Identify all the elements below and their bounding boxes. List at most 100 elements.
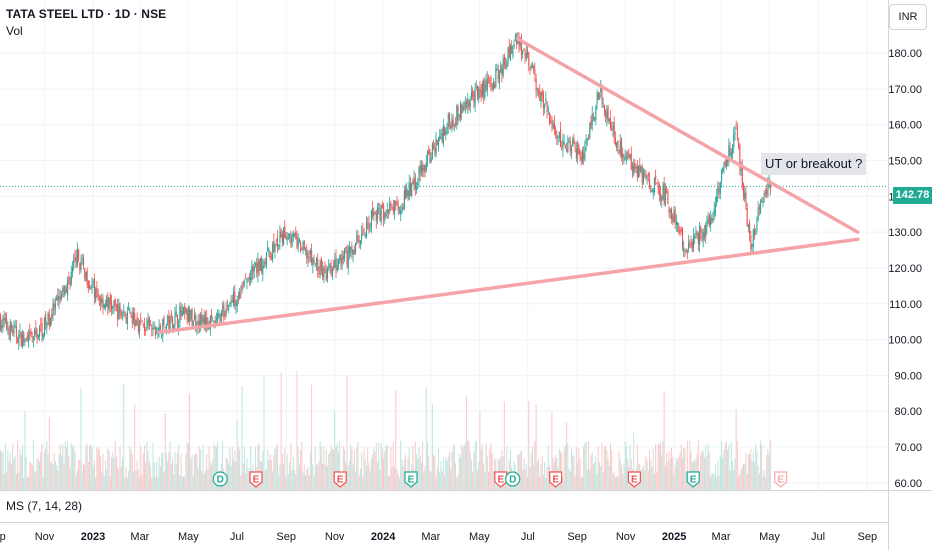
time-axis: Sep Nov 2023 Mar May Jul Sep Nov 2024 Mar May Jul Se… [0, 531, 877, 543]
candle-body [219, 314, 221, 325]
volume-bar [273, 454, 275, 490]
candle-body [550, 121, 552, 123]
candle-body [173, 325, 175, 329]
earnings-marker-shape [249, 471, 263, 488]
candle-body [126, 311, 128, 324]
candle-body [697, 234, 699, 244]
candle-body [40, 324, 42, 326]
volume-bar [444, 476, 446, 490]
candle-body [46, 323, 48, 329]
volume-bar [54, 461, 56, 490]
candle-body [400, 210, 402, 215]
dividend-marker-circle [505, 471, 521, 487]
candle-body [313, 260, 315, 263]
volume-bar [347, 466, 349, 490]
volume-bar [3, 473, 5, 490]
volume-bar [611, 450, 613, 490]
candle-body [42, 333, 44, 340]
volume-bar [572, 454, 574, 490]
volume-bar [610, 443, 611, 490]
volume-bar [663, 390, 665, 490]
volume-bar [533, 464, 535, 490]
volume-bar [657, 444, 659, 490]
candle-body [677, 222, 679, 226]
earnings-marker-shape [627, 471, 641, 488]
volume-bar [599, 462, 601, 490]
candle-body [444, 128, 446, 136]
volume-bar [602, 472, 604, 490]
volume-bar [653, 473, 655, 490]
volume-bar [607, 458, 609, 490]
volume-bar [113, 458, 115, 490]
candle-body [197, 320, 199, 329]
price-axis-tick: 170.00 [888, 84, 922, 96]
candle-body [469, 101, 471, 107]
volume-bar [264, 470, 266, 490]
earnings-marker-shape [404, 471, 418, 488]
volume-bar [167, 461, 169, 490]
candle-body [368, 221, 370, 232]
volume-bar [58, 453, 60, 490]
candle-body [749, 222, 751, 234]
volume-bar [274, 448, 276, 490]
volume-bar [145, 462, 147, 490]
candle-body [466, 102, 468, 105]
volume-bar [268, 459, 270, 490]
volume-bar [342, 445, 344, 490]
volume-bar [752, 452, 754, 490]
candle-body [745, 191, 747, 207]
candle-body [363, 231, 365, 233]
time-axis-tick: May [469, 531, 490, 543]
candle-body [74, 257, 76, 261]
volume-bar [542, 474, 544, 490]
candle-body [272, 244, 274, 260]
volume-bar [140, 446, 142, 490]
volume-bar [711, 473, 713, 490]
candle-body [760, 200, 762, 213]
volume-bar [90, 444, 92, 490]
candle-body [463, 107, 465, 110]
volume-bar [661, 454, 663, 490]
volume-bar [387, 475, 389, 490]
candle-body [131, 313, 133, 323]
candle-body [644, 169, 646, 171]
volume-bar [20, 454, 22, 490]
candle-body [139, 320, 141, 332]
candle-body [562, 140, 564, 150]
candle-body [428, 149, 430, 155]
volume-bar [106, 470, 108, 490]
volume-bar [740, 469, 742, 490]
volume-bar [93, 460, 95, 490]
volume-bar [191, 454, 193, 490]
volume-bar [18, 472, 20, 490]
annotation-text[interactable]: UT or breakout ? [761, 153, 867, 175]
symbol-title[interactable]: TATA STEEL LTD · 1D · NSE [6, 7, 167, 21]
volume-bar [425, 386, 427, 490]
volume-bar [681, 457, 683, 490]
time-axis-tick: May [759, 531, 780, 543]
volume-bar [403, 459, 405, 490]
volume-bar [501, 449, 503, 490]
candle-body [617, 140, 619, 149]
candle-body [742, 184, 745, 196]
volume-bar [763, 470, 765, 490]
candle-body [220, 311, 222, 322]
candle-body [180, 306, 182, 316]
price-axis-tick: 100.00 [888, 335, 922, 347]
volume-bar [192, 476, 194, 490]
volume-bar [34, 472, 36, 490]
candle-body [646, 176, 648, 179]
candle-body [329, 263, 331, 267]
candle-body [67, 279, 69, 296]
volume-bar [717, 460, 719, 490]
volume-bar [57, 470, 59, 490]
currency-selector[interactable]: INR [889, 4, 927, 30]
candle-body [559, 129, 562, 147]
candle-body [590, 120, 592, 129]
candle-body [296, 236, 298, 249]
candle-body [268, 249, 270, 252]
volume-bar [317, 464, 319, 490]
volume-bar [103, 475, 105, 490]
candle-body [692, 235, 695, 248]
